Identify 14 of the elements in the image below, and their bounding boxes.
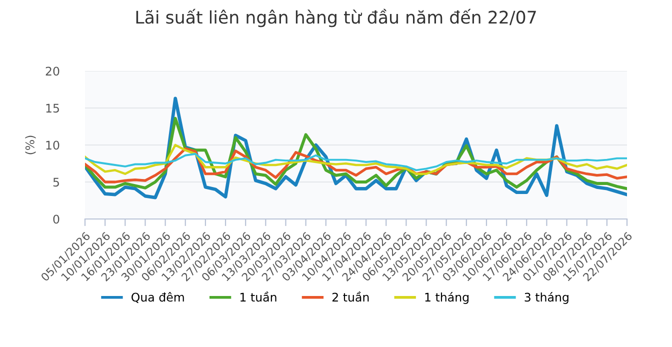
y-tick-label: 0: [53, 214, 60, 224]
legend-label: 2 tuần: [332, 292, 369, 302]
line-series: [85, 152, 627, 172]
chart-title: Lãi suất liên ngân hàng từ đầu năm đến 22/07: [136, 8, 536, 28]
legend-label: 1 tuần: [240, 292, 276, 302]
legend-label: 1 tháng: [425, 292, 468, 304]
y-axis-title: (%): [25, 136, 36, 154]
y-tick-label: 10: [46, 140, 60, 150]
line-series: [85, 144, 627, 176]
y-tick-label: 5: [53, 178, 59, 187]
y-tick-label: 15: [46, 104, 59, 113]
legend-label: 3 tháng: [524, 292, 568, 304]
y-tick-label: 20: [46, 66, 60, 76]
legend-label: Qua đêm: [132, 292, 184, 304]
